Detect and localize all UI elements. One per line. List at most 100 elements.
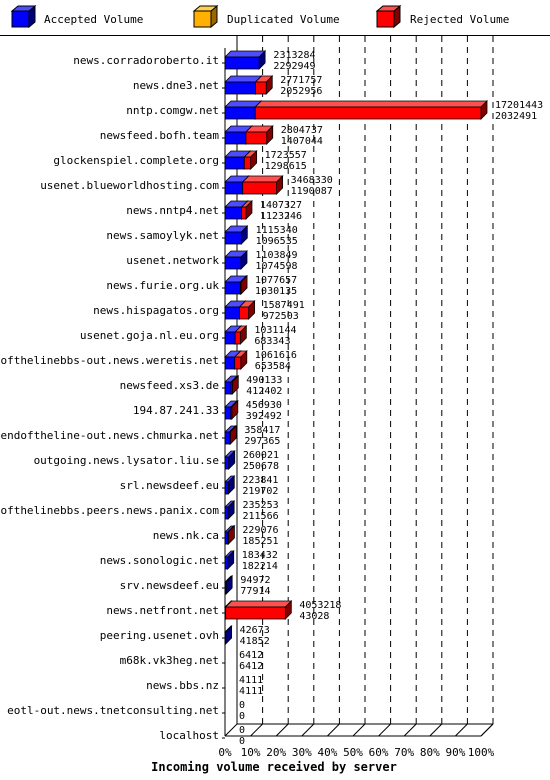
value-label-accepted: 182214 xyxy=(242,561,278,572)
bar-accepted-front xyxy=(224,581,227,595)
value-label-accepted: 1407044 xyxy=(281,136,323,147)
value-label-total: 6412 xyxy=(239,650,263,661)
category-label: m68k.vk3heg.net xyxy=(120,654,219,667)
value-label-total: 223841 xyxy=(242,475,278,486)
value-label-accepted: 1096535 xyxy=(256,236,298,247)
category-label: news.furie.org.uk xyxy=(106,279,219,292)
value-label-accepted: 185251 xyxy=(242,536,278,547)
x-tick-label: 20% xyxy=(266,746,286,759)
value-label-total: 42673 xyxy=(240,625,270,636)
floor-tick-9 xyxy=(455,723,468,737)
bar-accepted-front xyxy=(224,556,229,570)
value-label-accepted: 4111 xyxy=(239,686,263,697)
value-label-accepted: 1190087 xyxy=(291,186,333,197)
value-label-accepted: 2032491 xyxy=(495,111,537,122)
legend-svg: Accepted Volume Duplicated Volume Reject… xyxy=(10,4,509,29)
category-label: localhost xyxy=(159,729,219,742)
category-label: news.bbs.nz xyxy=(146,679,219,692)
bar-rejected xyxy=(228,425,238,445)
bar-accepted-front xyxy=(224,256,242,270)
value-label-total: 3468330 xyxy=(291,175,333,186)
value-label-accepted: 412402 xyxy=(246,386,282,397)
value-label-accepted: 2292949 xyxy=(273,61,315,72)
bar-rejected xyxy=(243,150,258,170)
value-label-accepted: 6412 xyxy=(239,661,263,672)
floor-corner xyxy=(224,723,238,737)
bar-rejected xyxy=(233,350,248,370)
category-label: 194.87.241.33 xyxy=(133,404,219,417)
bar-rejected-top xyxy=(241,175,284,183)
bar-accepted-front xyxy=(224,481,229,495)
x-tick-label: 90% xyxy=(445,746,465,759)
bar-accepted xyxy=(224,500,236,520)
floor-tick-5 xyxy=(352,723,366,737)
legend-item-rejected: Rejected Volume xyxy=(375,4,509,29)
value-label-accepted: 683343 xyxy=(254,336,290,347)
bar-accepted-side xyxy=(225,575,233,595)
floor-tick-3 xyxy=(301,723,315,737)
bar-rejected-front xyxy=(242,181,278,195)
value-label-accepted: 972503 xyxy=(263,311,299,322)
legend-swatch-rejected xyxy=(376,10,395,28)
bar-rejected-front xyxy=(255,81,267,95)
bar-accepted-front xyxy=(224,106,256,120)
category-label: news.samoylyk.net xyxy=(106,229,219,242)
bar-rejected-front xyxy=(234,331,241,345)
value-label-total: 2804737 xyxy=(281,125,323,136)
value-label-accepted: 653584 xyxy=(255,361,291,372)
bar-rejected xyxy=(226,525,236,545)
bar-rejected-front xyxy=(225,606,286,620)
floor-tick-4 xyxy=(327,723,340,737)
value-label-accepted: 41852 xyxy=(240,636,270,647)
value-label-total: 456930 xyxy=(246,400,282,411)
category-label: endoftheline-out.news.chmurka.net xyxy=(0,429,219,442)
bar-accepted-front xyxy=(224,456,230,470)
bar-rejected xyxy=(254,100,488,120)
value-label-total: 17201443 xyxy=(495,100,543,111)
bar-rejected xyxy=(224,600,293,620)
bar-accepted-front xyxy=(224,56,260,70)
floor-tick-2 xyxy=(275,723,289,737)
value-label-accepted: 1123246 xyxy=(260,211,302,222)
value-label-total: 2313284 xyxy=(273,50,315,61)
bar-accepted-front xyxy=(224,331,236,345)
bar-accepted xyxy=(224,50,267,70)
bar-rejected-front xyxy=(241,206,247,220)
bar-rejected xyxy=(239,275,249,295)
value-label-total: 0 xyxy=(239,725,245,736)
category-label: usenet.goja.nl.eu.org xyxy=(80,329,219,342)
bar-accepted-front xyxy=(224,306,240,320)
legend-item-duplicated: Duplicated Volume xyxy=(192,4,340,29)
x-tick-label: 0% xyxy=(218,746,232,759)
value-label-accepted: 0 xyxy=(239,736,245,747)
value-label-total: 358417 xyxy=(244,425,280,436)
x-tick-label: 10% xyxy=(241,746,261,759)
value-label-total: 235253 xyxy=(243,500,279,511)
value-label-total: 490133 xyxy=(246,375,282,386)
bar-accepted-front xyxy=(224,131,247,145)
value-label-total: 1587491 xyxy=(263,300,305,311)
bar-accepted-front xyxy=(224,506,229,520)
value-label-accepted: 250678 xyxy=(243,461,279,472)
legend: Accepted Volume Duplicated Volume Reject… xyxy=(0,0,550,35)
bar-accepted-front xyxy=(224,531,229,545)
chart-x-axis: 0% 10% 20% 30% 40% 50% 60% 70% 80% 90% 100% xyxy=(218,746,494,759)
value-label-total: 229076 xyxy=(242,525,278,536)
value-label-total: 1077657 xyxy=(255,275,297,286)
legend-label-accepted: Accepted Volume xyxy=(44,13,143,26)
bar-rejected-top xyxy=(254,100,488,108)
bar-accepted xyxy=(224,450,236,470)
category-label: news.nk.ca xyxy=(153,529,219,542)
chart-bars xyxy=(224,50,488,645)
category-label: news.nntp4.net xyxy=(126,204,219,217)
category-label: peering.usenet.ovh xyxy=(100,629,219,642)
value-label-total: 1103849 xyxy=(255,250,297,261)
volume-chart: news.corradoroberto.it news.dne3.net nntp.… xyxy=(0,36,543,774)
bar-accepted-top xyxy=(224,50,267,58)
category-label: srl.newsdeef.eu xyxy=(120,479,219,492)
bar-accepted-front xyxy=(224,406,232,420)
legend-label-duplicated: Duplicated Volume xyxy=(227,13,340,26)
value-label-accepted: 1298615 xyxy=(265,161,307,172)
bar-accepted xyxy=(224,250,248,270)
